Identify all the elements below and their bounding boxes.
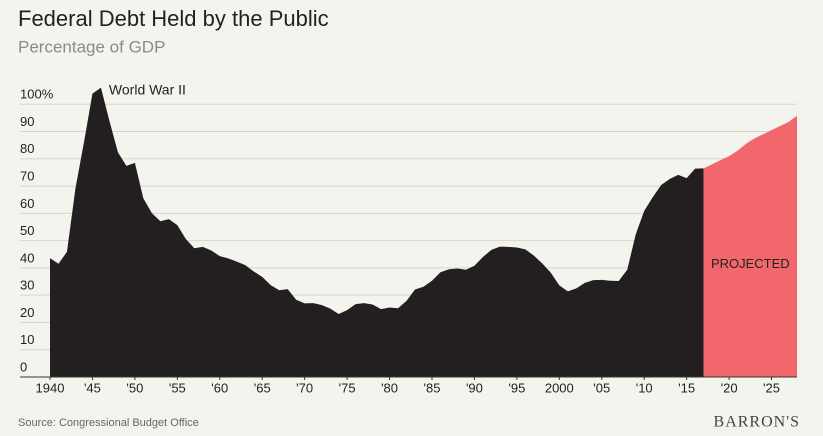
x-tick-label: '15 [678, 380, 695, 395]
chart-title: Federal Debt Held by the Public [18, 6, 329, 31]
x-tick-label: '10 [636, 380, 653, 395]
x-tick-label: '25 [763, 380, 780, 395]
x-tick-label: '20 [721, 380, 738, 395]
annotation: World War II [109, 81, 186, 97]
y-tick-label: 20 [20, 305, 34, 320]
x-tick-label: '05 [593, 380, 610, 395]
x-tick-label: 2000 [545, 380, 574, 395]
area [50, 87, 704, 377]
x-tick-label: 1940 [36, 380, 65, 395]
x-tick-label: '80 [381, 380, 398, 395]
y-tick-label: 60 [20, 196, 34, 211]
y-tick-label: 10 [20, 332, 34, 347]
y-tick-label: 100% [20, 87, 54, 102]
x-tick-label: '50 [126, 380, 143, 395]
y-tick-label: 0 [20, 359, 27, 374]
x-tick-label: '95 [508, 380, 525, 395]
x-tick-label: '45 [84, 380, 101, 395]
y-tick-label: 70 [20, 169, 34, 184]
x-tick-label: '65 [254, 380, 271, 395]
annotation: PROJECTED [711, 256, 790, 271]
x-tick-label: '75 [339, 380, 356, 395]
y-tick-label: 50 [20, 223, 34, 238]
y-tick-label: 90 [20, 114, 34, 129]
x-tick-label: '70 [296, 380, 313, 395]
x-tick-label: '90 [466, 380, 483, 395]
y-tick-label: 80 [20, 141, 34, 156]
chart-subtitle: Percentage of GDP [18, 37, 165, 56]
y-tick-label: 30 [20, 278, 34, 293]
area [703, 115, 797, 377]
x-tick-label: '55 [169, 380, 186, 395]
x-tick-label: '85 [424, 380, 441, 395]
x-tick-label: '60 [211, 380, 228, 395]
logo: BARRON'S [714, 414, 800, 431]
y-tick-label: 40 [20, 250, 34, 265]
source: Source: Congressional Budget Office [18, 417, 199, 429]
